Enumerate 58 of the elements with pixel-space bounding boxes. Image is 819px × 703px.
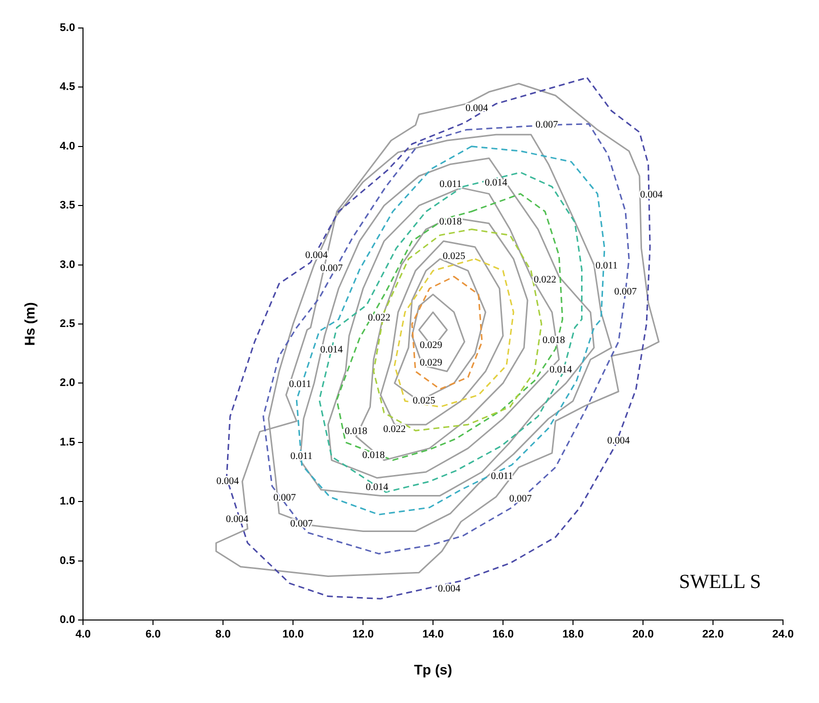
- annotation: 0.025: [442, 251, 466, 262]
- annotation: 0.007: [290, 518, 313, 530]
- x-tick-label: 18.0: [562, 628, 584, 641]
- annotation: 0.004: [607, 436, 630, 447]
- y-tick-label: 4.5: [60, 81, 76, 94]
- annotation: 0.022: [383, 424, 406, 435]
- annotation: 0.007: [509, 494, 532, 505]
- annotation: 0.014: [320, 344, 343, 356]
- annotation: 0.011: [290, 451, 313, 462]
- annotation: 0.014: [550, 364, 572, 376]
- y-tick-label: 3.0: [60, 258, 76, 271]
- annotation: 0.029: [420, 340, 442, 351]
- annotation: 0.025: [412, 395, 436, 406]
- y-tick-label: 2.0: [60, 377, 76, 390]
- y-tick-label: 1.0: [60, 496, 76, 508]
- y-tick-label: 2.5: [60, 318, 76, 330]
- y-tick-label: 1.5: [60, 436, 76, 448]
- annotation: 0.004: [226, 514, 248, 525]
- annotation: 0.018: [542, 335, 566, 346]
- annotation: 0.007: [536, 120, 558, 131]
- annotation: SWELL S: [678, 571, 761, 593]
- annotation: 0.014: [366, 482, 388, 493]
- annotation: 0.018: [439, 216, 462, 228]
- annotation: 0.014: [484, 178, 508, 189]
- annotation: 0.004: [438, 584, 460, 595]
- x-tick-label: 8.0: [215, 628, 231, 641]
- annotation: 0.007: [273, 492, 296, 504]
- y-tick-label: 5.0: [60, 22, 76, 34]
- y-axis-title: Hs (m): [21, 302, 38, 346]
- y-tick-label: 0.5: [60, 554, 76, 567]
- y-tick-label: 4.0: [60, 140, 76, 152]
- annotation: 0.004: [216, 476, 239, 487]
- annotation: 0.004: [640, 189, 663, 200]
- x-tick-label: 16.0: [492, 628, 514, 641]
- y-tick-label: 3.5: [60, 200, 76, 212]
- x-tick-label: 6.0: [145, 628, 161, 641]
- annotation: 0.018: [362, 450, 385, 461]
- x-tick-label: 12.0: [352, 628, 374, 641]
- x-tick-label: 20.0: [632, 628, 654, 641]
- x-tick-label: 24.0: [772, 628, 794, 641]
- annotation: 0.022: [368, 312, 390, 324]
- x-tick-label: 22.0: [702, 628, 724, 641]
- x-tick-label: 14.0: [422, 628, 444, 641]
- annotation: 0.007: [614, 286, 637, 298]
- annotation: 0.018: [344, 426, 368, 438]
- annotation: 0.011: [439, 178, 462, 190]
- x-tick-label: 10.0: [282, 628, 304, 641]
- x-axis-title: Tp (s): [414, 661, 452, 678]
- annotation: 0.011: [288, 378, 312, 390]
- annotation: 0.022: [534, 274, 556, 286]
- annotation: 0.004: [305, 250, 328, 261]
- annotation: 0.029: [420, 358, 442, 369]
- annotation: 0.011: [490, 471, 514, 482]
- y-tick-label: 0.0: [60, 614, 76, 626]
- annotation: 0.004: [466, 103, 488, 114]
- annotation: 0.011: [596, 260, 618, 272]
- annotation: 0.007: [320, 262, 343, 274]
- x-tick-label: 4.0: [75, 628, 91, 641]
